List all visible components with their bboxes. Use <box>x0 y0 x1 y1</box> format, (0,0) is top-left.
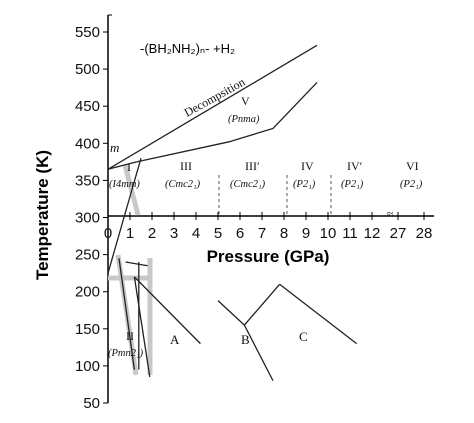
x-tick-label: 0 <box>104 225 112 242</box>
y-tick-label: 150 <box>75 321 100 338</box>
phase-IV-prime-sub: (P2₁) <box>341 179 364 190</box>
phase-III-sub: (Cmc2₁) <box>165 179 201 190</box>
region-B-label: B <box>241 332 250 347</box>
x-tick-label: 7 <box>258 225 266 242</box>
phase-V-label: V <box>241 94 250 108</box>
x-tick-label: 9 <box>302 225 310 242</box>
phase-III-prime-label: III′ <box>245 159 260 173</box>
region-A-label: A <box>170 332 180 347</box>
x-tick-label: 2 <box>148 225 156 242</box>
phase-V-sub: (Pnma) <box>228 114 260 125</box>
x-tick-label: 3 <box>170 225 178 242</box>
phase-I-sub: (I4mm) <box>109 179 140 190</box>
y-ticks: 50 100 150 200 250 300 350 400 450 500 550 <box>75 24 108 412</box>
x-tick-label: 6 <box>236 225 244 242</box>
x-axis-break: ≈ <box>387 207 394 221</box>
phase-boundary-line <box>107 157 142 274</box>
region-C-label: C <box>299 329 308 344</box>
y-tick-label: 50 <box>83 395 100 412</box>
x-tick-label: 11 <box>342 225 358 242</box>
phase-IV-sub: (P2₁) <box>293 179 316 190</box>
x-tick-label: 27 <box>390 225 407 242</box>
x-tick-label: 8 <box>280 225 288 242</box>
phase-boundary-line <box>243 283 281 326</box>
phase-boundary-line <box>107 44 318 170</box>
phase-boundary-line <box>125 261 148 267</box>
phase-VI-sub: (P2₁) <box>400 179 423 190</box>
y-tick-label: 100 <box>75 358 100 375</box>
y-tick-label: 550 <box>75 24 100 41</box>
x-axis-title: Pressure (GPa) <box>207 247 330 266</box>
y-tick-label: 250 <box>75 247 100 264</box>
reaction-formula: -(BH₂NH₂)ₙ- +H₂ <box>140 41 235 56</box>
y-tick-label: 300 <box>75 210 100 227</box>
phase-II-label: II <box>126 329 134 343</box>
phase-III-label: III <box>180 159 192 173</box>
x-tick-label: 4 <box>192 225 200 242</box>
y-tick-label: 500 <box>75 61 100 78</box>
x-tick-label: 1 <box>126 225 134 242</box>
y-tick-label: 200 <box>75 284 100 301</box>
phase-boundary-line <box>279 283 357 345</box>
y-tick-label: 400 <box>75 135 100 152</box>
phase-I-label: I <box>127 160 131 174</box>
phase-VI-label: VI <box>406 159 419 173</box>
phase-boundary-line <box>133 276 201 345</box>
phase-boundary-line <box>136 82 318 163</box>
phase-boundary-line <box>107 161 137 170</box>
x-tick-label: 5 <box>214 225 222 242</box>
x-ticks: 0 1 2 3 4 5 6 7 8 9 10 11 12 27 28 <box>104 212 433 242</box>
phase-II-sub: (Pmn2₁) <box>108 348 144 359</box>
phase-IV-label: IV <box>301 159 314 173</box>
decomposition-label: Decompsition <box>182 75 248 120</box>
y-axis-title: Temperature (K) <box>33 150 52 280</box>
phase-boundary-line <box>118 258 136 370</box>
phase-curves <box>107 44 357 382</box>
phase-boundary-line <box>133 276 151 378</box>
y-tick-label: 450 <box>75 98 100 115</box>
x-tick-label: 28 <box>416 225 433 242</box>
phase-IV-prime-label: IV′ <box>347 159 363 173</box>
phase-III-prime-sub: (Cmc2₁) <box>230 179 266 190</box>
y-tick-label: 350 <box>75 172 100 189</box>
x-tick-label: 12 <box>364 225 381 242</box>
x-tick-label: 10 <box>320 225 337 242</box>
melting-label: m <box>110 140 119 155</box>
